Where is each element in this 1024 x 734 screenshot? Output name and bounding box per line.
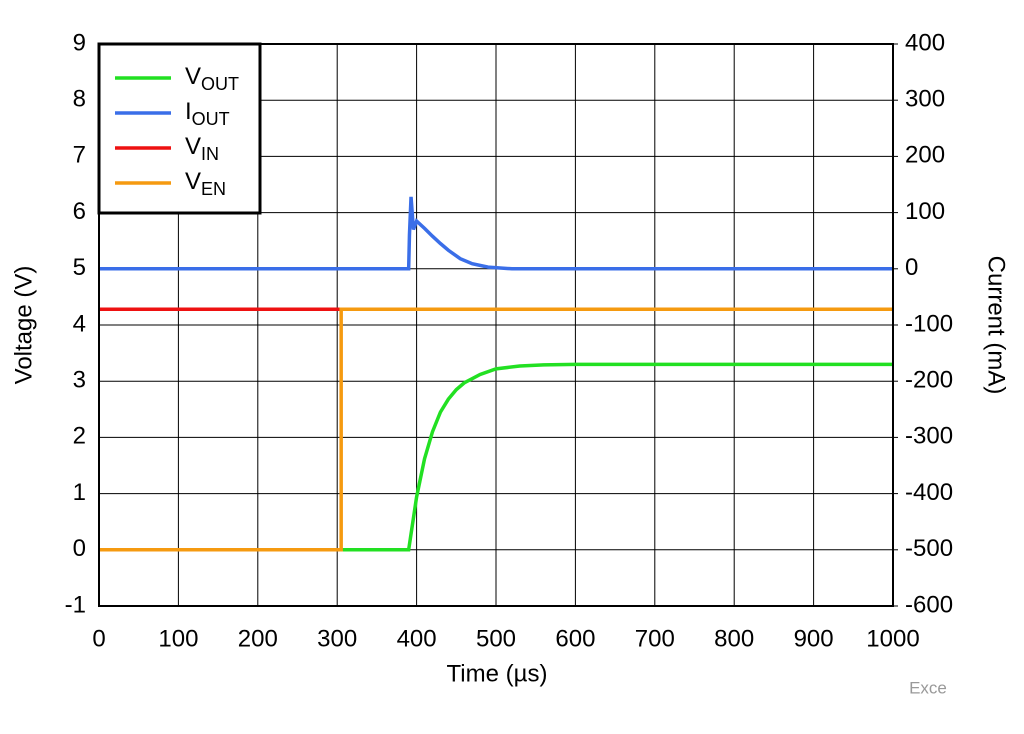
y2-tick-label: 100 bbox=[905, 198, 945, 225]
x-tick-label: 300 bbox=[317, 625, 357, 652]
y-tick-label: -1 bbox=[65, 591, 86, 618]
y2-tick-label: 400 bbox=[905, 29, 945, 56]
y-tick-label: 6 bbox=[73, 198, 86, 225]
y-tick-label: 0 bbox=[73, 535, 86, 562]
y2-tick-label: 200 bbox=[905, 142, 945, 169]
legend-label: VEN bbox=[185, 168, 226, 198]
x-tick-label: 400 bbox=[397, 625, 437, 652]
watermark: Exce bbox=[909, 678, 947, 697]
y2-tick-label: -500 bbox=[905, 535, 953, 562]
y-tick-label: 1 bbox=[73, 479, 86, 506]
legend-label: VOUT bbox=[185, 63, 239, 93]
y2-tick-label: 300 bbox=[905, 86, 945, 113]
x-tick-label: 800 bbox=[714, 625, 754, 652]
y-tick-label: 7 bbox=[73, 142, 86, 169]
x-axis-title: Time (µs) bbox=[447, 660, 548, 687]
y2-tick-label: -300 bbox=[905, 423, 953, 450]
y-tick-label: 3 bbox=[73, 367, 86, 394]
legend-box bbox=[97, 42, 262, 215]
x-tick-label: 100 bbox=[158, 625, 198, 652]
y-tick-label: 4 bbox=[73, 310, 86, 337]
x-tick-label: 200 bbox=[238, 625, 278, 652]
y2-tick-label: 0 bbox=[905, 254, 918, 281]
plot-frame bbox=[98, 43, 894, 607]
x-tick-label: 500 bbox=[476, 625, 516, 652]
x-tick-label: 1000 bbox=[866, 625, 919, 652]
y2-axis-title: Current (mA) bbox=[983, 256, 1010, 395]
series-line bbox=[99, 196, 893, 271]
x-tick-label: 900 bbox=[794, 625, 834, 652]
y2-tick-label: -600 bbox=[905, 591, 953, 618]
y2-tick-label: -100 bbox=[905, 310, 953, 337]
y2-tick-label: -200 bbox=[905, 367, 953, 394]
series-line bbox=[341, 362, 893, 552]
y2-tick-label: -400 bbox=[905, 479, 953, 506]
legend-label: VIN bbox=[185, 133, 219, 163]
y-tick-label: 9 bbox=[73, 29, 86, 56]
x-tick-label: 700 bbox=[635, 625, 675, 652]
y-axis-title: Voltage (V) bbox=[10, 266, 37, 385]
y-tick-label: 8 bbox=[73, 86, 86, 113]
series-line bbox=[99, 307, 893, 552]
legend-label: IOUT bbox=[185, 98, 230, 128]
y-tick-label: 5 bbox=[73, 254, 86, 281]
y-tick-label: 2 bbox=[73, 423, 86, 450]
x-tick-label: 0 bbox=[92, 625, 105, 652]
x-tick-label: 600 bbox=[555, 625, 595, 652]
legend: VOUT IOUT VIN VEN bbox=[97, 42, 262, 215]
